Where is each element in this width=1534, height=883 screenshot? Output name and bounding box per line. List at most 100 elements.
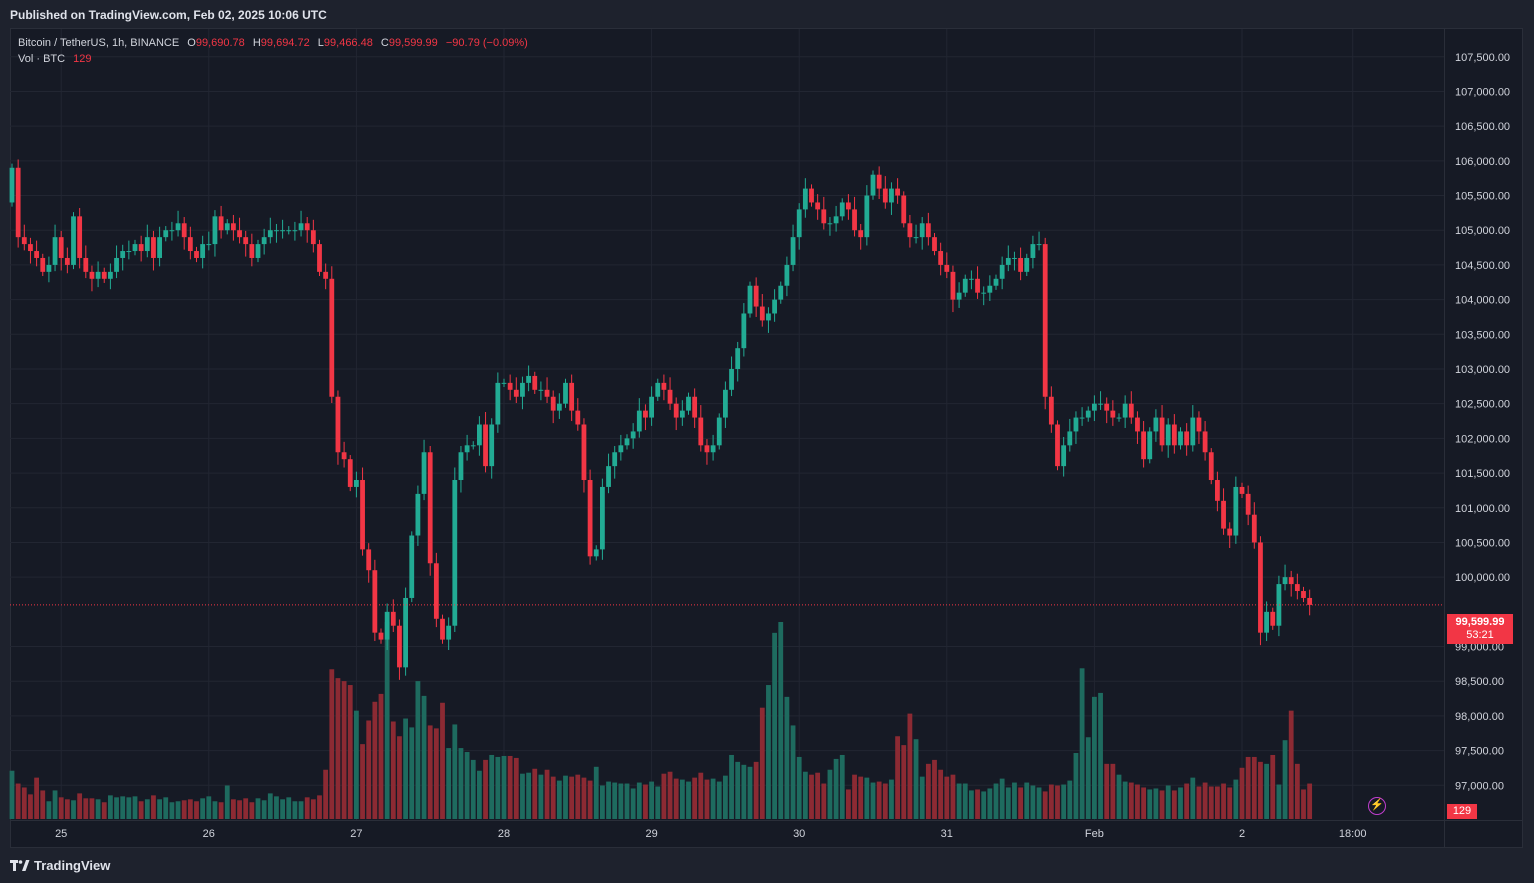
volume-bar xyxy=(1128,782,1134,819)
chart-legend: Bitcoin / TetherUS, 1h, BINANCE O99,690.… xyxy=(18,36,528,68)
candle-body xyxy=(114,257,119,272)
tradingview-logo[interactable]: TradingView xyxy=(10,858,110,873)
volume-bar xyxy=(1048,784,1054,819)
candle-body xyxy=(1116,417,1122,419)
volume-bar xyxy=(913,739,919,819)
volume-value: 129 xyxy=(73,53,92,65)
volume-bar xyxy=(938,769,944,819)
volume-bar xyxy=(1165,785,1171,819)
x-tick-label: 28 xyxy=(498,828,510,840)
candle-body xyxy=(1005,257,1011,265)
volume-bar xyxy=(698,772,704,819)
candle-body xyxy=(606,466,611,487)
candle-body xyxy=(600,486,605,550)
candle-body xyxy=(889,188,894,203)
last-price: 99,599.99 xyxy=(1455,616,1505,628)
volume-bar xyxy=(317,795,322,819)
volume-bar xyxy=(169,802,175,819)
footer xyxy=(0,848,1534,883)
volume-bar xyxy=(729,754,734,819)
candle-body xyxy=(1098,403,1103,405)
candle-body xyxy=(1147,431,1153,460)
low-label: L xyxy=(317,37,324,49)
candle-body xyxy=(347,459,353,487)
volume-bar xyxy=(1270,754,1276,819)
open-value: 99,690.78 xyxy=(195,37,245,49)
volume-bar xyxy=(21,787,27,819)
volume-bar xyxy=(999,778,1005,819)
volume-bar xyxy=(1024,782,1030,819)
volume-bar xyxy=(753,761,759,819)
volume-bar xyxy=(969,790,974,819)
volume-bar xyxy=(618,783,624,819)
volume-bar xyxy=(144,799,150,819)
lightning-icon[interactable]: ⚡ xyxy=(1368,797,1386,815)
candle-body xyxy=(1073,417,1079,432)
candle-body xyxy=(710,445,716,453)
volume-bar xyxy=(452,724,458,819)
candle-body xyxy=(520,382,525,397)
volume-bar xyxy=(1135,784,1140,819)
volume-bar xyxy=(538,774,544,819)
volume-bar xyxy=(643,784,648,819)
volume-bar xyxy=(1251,756,1257,819)
candle-body xyxy=(181,223,187,238)
volume-bar xyxy=(1036,787,1042,819)
candle-body xyxy=(876,174,882,189)
volume-bar xyxy=(1196,786,1202,819)
candle-body xyxy=(366,549,372,571)
candle-body xyxy=(993,278,999,286)
volume-bar xyxy=(64,799,70,819)
candle-body xyxy=(618,445,624,453)
candle-body xyxy=(132,244,138,252)
symbol-title: Bitcoin / TetherUS, 1h, BINANCE xyxy=(18,37,180,49)
candle-body xyxy=(513,389,519,397)
volume-bar xyxy=(243,798,249,819)
candle-body xyxy=(556,403,562,411)
candle-body xyxy=(870,174,876,196)
candle-body xyxy=(378,632,384,640)
candle-body xyxy=(1012,257,1017,259)
candle-body xyxy=(962,278,968,293)
candle-body xyxy=(1227,528,1233,536)
volume-bar xyxy=(766,685,771,819)
volume-bar xyxy=(335,678,341,819)
volume-bar xyxy=(163,797,169,819)
candle-body xyxy=(692,396,698,418)
candle-body xyxy=(458,452,464,481)
candle-body xyxy=(913,237,919,239)
candle-body xyxy=(679,410,685,418)
candle-body xyxy=(34,251,39,258)
candle-body xyxy=(1221,500,1226,529)
brand-name: TradingView xyxy=(34,858,111,873)
candle-body xyxy=(286,230,292,232)
candle-body xyxy=(83,257,89,272)
volume-bar xyxy=(1098,692,1103,819)
candle-body xyxy=(1135,417,1140,432)
volume-bar xyxy=(513,757,519,819)
volume-bar xyxy=(1067,780,1073,819)
candle-body xyxy=(895,188,900,196)
volume-bar xyxy=(520,773,525,819)
volume-bar xyxy=(212,801,218,819)
volume-bar xyxy=(427,725,433,819)
volume-bar xyxy=(409,727,415,819)
candle-body xyxy=(144,237,150,252)
x-tick-label: 29 xyxy=(645,828,657,840)
volume-bar xyxy=(384,622,390,819)
candle-body xyxy=(981,292,987,294)
volume-bar xyxy=(95,799,101,819)
candle-body xyxy=(108,271,113,279)
volume-bar xyxy=(987,788,993,819)
last-volume-tag: 129 xyxy=(1447,804,1477,819)
volume-bar xyxy=(1264,763,1269,819)
volume-bar xyxy=(1178,787,1183,819)
volume-bar xyxy=(981,791,987,819)
candle-body xyxy=(224,223,230,231)
high-label: H xyxy=(252,37,261,49)
top-bar: Published on TradingView.com, Feb 02, 20… xyxy=(0,0,1534,28)
candle-body xyxy=(882,188,888,203)
volume-bar xyxy=(993,783,999,819)
candle-body xyxy=(95,271,101,279)
